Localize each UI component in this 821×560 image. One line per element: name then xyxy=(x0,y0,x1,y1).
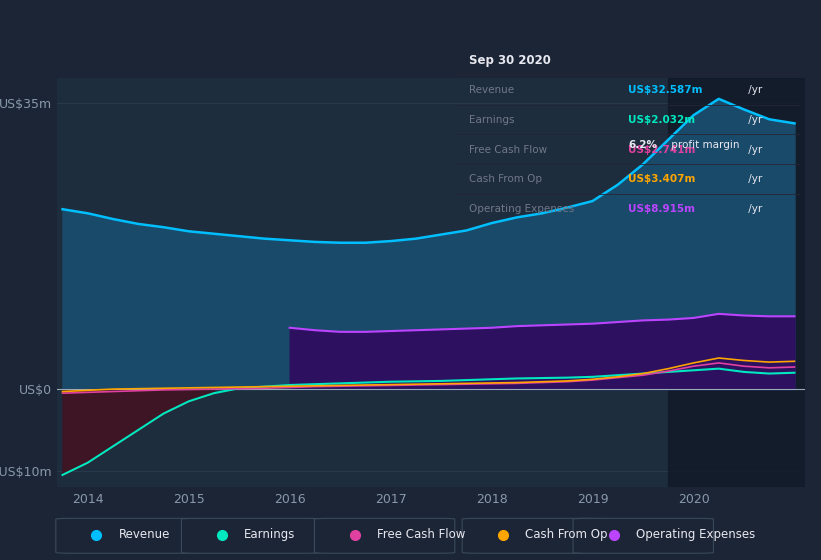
Bar xyxy=(668,78,805,487)
Text: Sep 30 2020: Sep 30 2020 xyxy=(470,54,552,67)
FancyBboxPatch shape xyxy=(573,519,713,553)
Text: US$8.915m: US$8.915m xyxy=(628,204,695,214)
FancyBboxPatch shape xyxy=(181,519,322,553)
Text: /yr: /yr xyxy=(745,85,763,95)
Text: Revenue: Revenue xyxy=(470,85,515,95)
FancyBboxPatch shape xyxy=(314,519,455,553)
Text: US$2.741m: US$2.741m xyxy=(628,144,695,155)
Text: Revenue: Revenue xyxy=(119,528,170,542)
Text: US$2.032m: US$2.032m xyxy=(628,115,695,125)
Text: /yr: /yr xyxy=(745,144,763,155)
Text: /yr: /yr xyxy=(745,204,763,214)
FancyBboxPatch shape xyxy=(56,519,196,553)
Text: Cash From Op: Cash From Op xyxy=(470,174,543,184)
Text: Earnings: Earnings xyxy=(470,115,515,125)
FancyBboxPatch shape xyxy=(462,519,603,553)
Text: 6.2%: 6.2% xyxy=(628,140,657,150)
Text: profit margin: profit margin xyxy=(667,140,739,150)
Text: US$3.407m: US$3.407m xyxy=(628,174,695,184)
Text: Free Cash Flow: Free Cash Flow xyxy=(378,528,466,542)
Text: Operating Expenses: Operating Expenses xyxy=(636,528,755,542)
Text: Free Cash Flow: Free Cash Flow xyxy=(470,144,548,155)
Text: US$32.587m: US$32.587m xyxy=(628,85,703,95)
Text: /yr: /yr xyxy=(745,115,763,125)
Text: Earnings: Earnings xyxy=(245,528,296,542)
Text: Operating Expenses: Operating Expenses xyxy=(470,204,575,214)
Text: Cash From Op: Cash From Op xyxy=(525,528,608,542)
Text: /yr: /yr xyxy=(745,174,763,184)
